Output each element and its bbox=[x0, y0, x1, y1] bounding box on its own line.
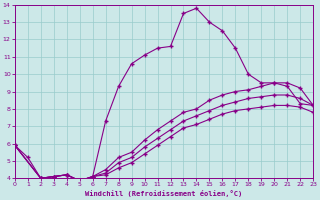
X-axis label: Windchill (Refroidissement éolien,°C): Windchill (Refroidissement éolien,°C) bbox=[85, 190, 243, 197]
